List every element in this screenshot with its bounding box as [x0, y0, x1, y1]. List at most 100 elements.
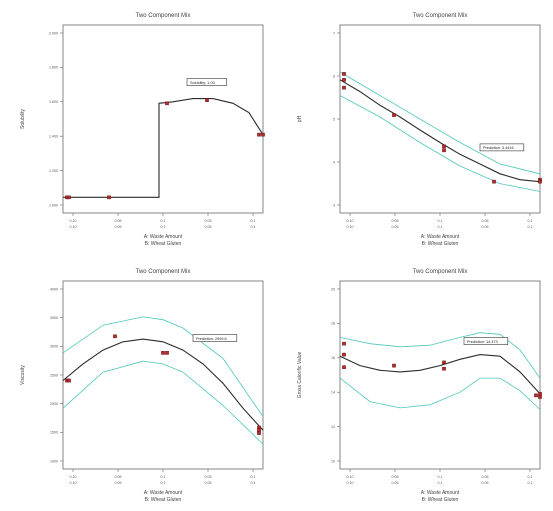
x-axis-label-a: A: Waste Amount [144, 490, 183, 496]
y-tick-label: 3500 [50, 316, 58, 320]
x-axis-label-b: B: Wheat Gluten [422, 497, 459, 503]
y-tick-label: 6 [333, 74, 335, 78]
chart-panel-solubility: Two Component Mix 1.000 1.200 1.400 1.600 1.8… [0, 0, 276, 255]
data-point [442, 366, 446, 371]
data-point [538, 391, 542, 396]
data-point [257, 132, 261, 137]
data-point [342, 341, 346, 346]
y-tick-label: 4000 [50, 287, 58, 291]
x-tick-label-a: 0.05 [392, 219, 399, 223]
x-tick-label-a: 0.1 [161, 219, 166, 223]
y-axis-label: Solubility [20, 108, 26, 129]
y-tick-label: 12 [331, 425, 335, 429]
data-point [534, 393, 538, 398]
y-axis-label: Gross Calorific Value [297, 351, 303, 398]
data-point [113, 334, 117, 339]
x-axis-label-a: A: Waste Amount [144, 234, 183, 240]
data-point [342, 78, 346, 82]
prediction-annotation-box [192, 334, 238, 342]
x-tick-label-b: 0.1 [251, 225, 256, 229]
y-tick-label: 3 [333, 203, 335, 207]
data-point [165, 101, 169, 106]
x-tick-label-b: 0.1 [161, 481, 166, 485]
y-tick-label: 2.000 [49, 31, 58, 35]
data-point [342, 365, 346, 369]
y-tick-label: 1500 [50, 431, 58, 435]
x-axis-label-b: B: Wheat Gluten [145, 497, 182, 503]
x-tick-label-a: 0.1 [528, 475, 533, 479]
x-axis-label-b: B: Wheat Gluten [422, 241, 459, 247]
chart-panel-ph: Two Component Mix 3 4 5 6 7 0.10 0.10 0.05 0.05 0.… [277, 0, 553, 255]
data-point [392, 363, 396, 368]
y-tick-label: 18 [331, 322, 335, 326]
data-point [492, 179, 496, 184]
plot-frame [62, 24, 264, 214]
fitted-curve [63, 98, 264, 198]
confidence-band-lower [62, 360, 264, 445]
data-point [342, 72, 346, 76]
x-tick-label-b: 0.05 [205, 481, 212, 485]
data-point [442, 144, 446, 149]
plot-frame [339, 280, 541, 470]
prediction-annotation-text: Prediction: 3.4416 [483, 146, 514, 150]
fitted-curve [339, 354, 541, 395]
y-tick-label: 2500 [50, 373, 58, 377]
y-tick-label: 14 [331, 391, 335, 395]
data-point [538, 395, 542, 399]
x-axis-label-a: A: Waste Amount [421, 234, 460, 240]
confidence-band-upper [339, 71, 541, 175]
y-axis-label: Viscosity [20, 365, 26, 385]
x-tick-label-b: 0.1 [528, 481, 533, 485]
x-tick-label-b: 0.10 [70, 225, 77, 229]
y-tick-label: 5 [333, 117, 335, 121]
x-axis-label-b: B: Wheat Gluten [145, 241, 182, 247]
x-tick-label-a: 0.1 [251, 475, 256, 479]
y-tick-label: 4 [333, 160, 335, 164]
x-tick-label-a: 0.05 [115, 219, 122, 223]
confidence-band-upper [62, 316, 264, 417]
chart-panel-viscosity: Two Component Mix 1000 1500 2000 2500 3000 350… [0, 256, 276, 511]
chart-panel-gross-calorific-value: Two Component Mix 10 12 14 16 18 20 0.10 0.10 0.0… [277, 256, 553, 511]
x-tick-label-b: 0.10 [347, 481, 354, 485]
data-point [442, 148, 446, 153]
data-point [161, 351, 165, 355]
data-point [67, 378, 71, 383]
chart-title: Two Component Mix [413, 269, 468, 275]
y-tick-label: 1.400 [49, 135, 58, 139]
y-tick-label: 20 [331, 287, 335, 291]
data-point [107, 195, 111, 200]
y-tick-label: 7 [333, 31, 335, 35]
x-tick-label-b: 0.05 [482, 225, 489, 229]
confidence-band-upper [339, 332, 541, 379]
x-tick-label-b: 0.1 [528, 225, 533, 229]
data-point [67, 195, 71, 200]
x-tick-label-a: 0.10 [347, 475, 354, 479]
fitted-curve [62, 338, 264, 431]
plot-frame [62, 280, 264, 470]
x-tick-label-a: 0.1 [251, 219, 256, 223]
x-tick-label-a: 0.05 [115, 475, 122, 479]
confidence-band-lower [339, 95, 541, 192]
prediction-annotation-text: Prediction: 2999.6 [196, 337, 227, 341]
y-tick-label: 2000 [50, 402, 58, 406]
x-tick-label-b: 0.05 [482, 481, 489, 485]
chart-title: Two Component Mix [413, 13, 468, 19]
prediction-annotation-text: Prediction: 14.473 [467, 340, 498, 344]
data-point [257, 431, 261, 435]
x-tick-label-b: 0.05 [115, 481, 122, 485]
data-point [442, 360, 446, 365]
prediction-annotation-box [479, 143, 525, 152]
y-tick-label: 10 [331, 459, 335, 463]
data-point [261, 132, 265, 137]
fitted-curve [339, 79, 541, 183]
y-tick-label: 1000 [50, 459, 58, 463]
y-tick-label: 1.000 [49, 203, 58, 207]
data-point [165, 351, 169, 355]
confidence-band-lower [339, 377, 541, 410]
prediction-annotation-box [186, 78, 227, 86]
x-tick-label-a: 0.1 [438, 219, 443, 223]
y-tick-label: 1.600 [49, 100, 58, 104]
x-tick-label-a: 0.05 [482, 219, 489, 223]
y-axis-label: pH [297, 115, 303, 122]
x-tick-label-b: 0.05 [115, 225, 122, 229]
